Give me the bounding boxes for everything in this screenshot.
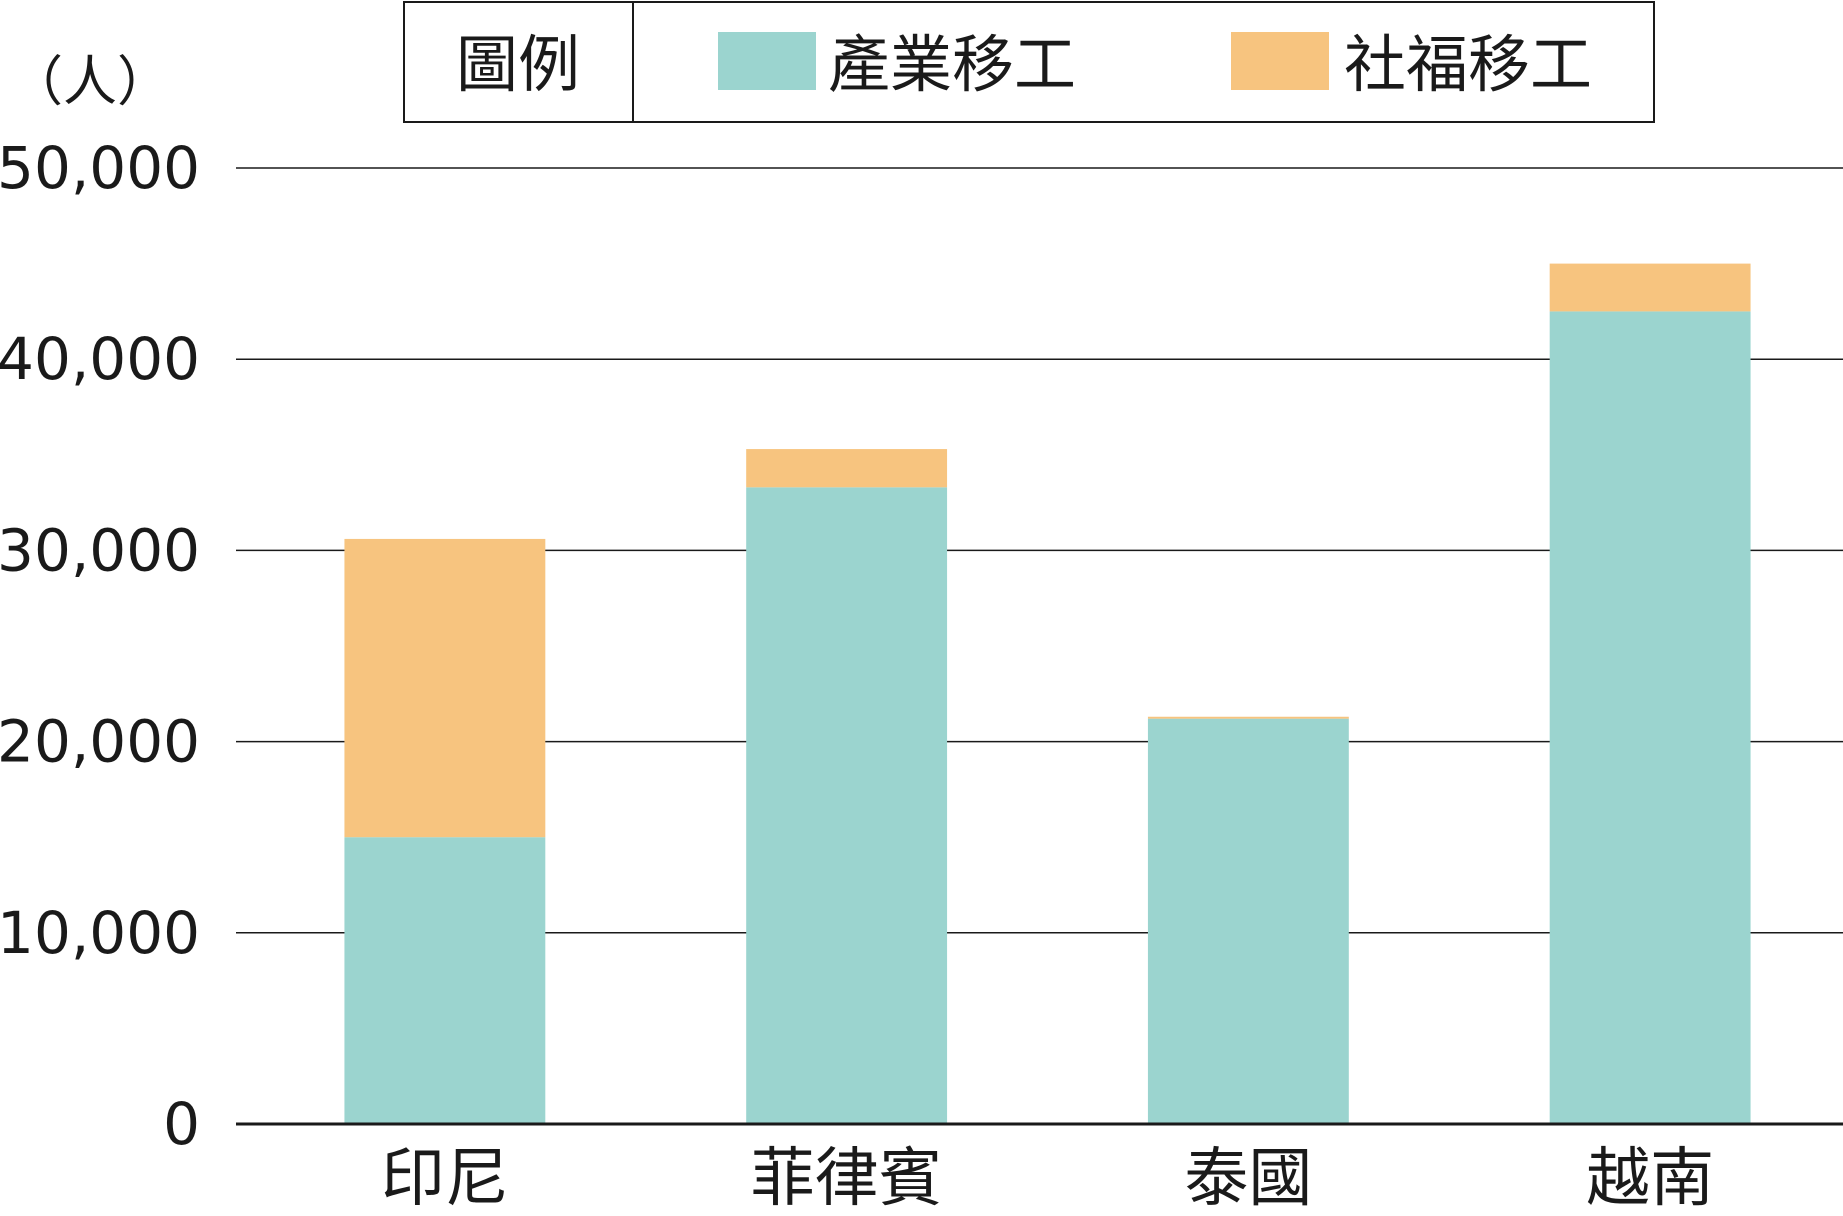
bars	[344, 263, 1751, 1125]
legend-swatch-industrial	[718, 32, 816, 90]
legend-label-social-welfare: 社福移工	[1344, 28, 1592, 101]
y-tick-label: 20,000	[0, 708, 200, 776]
x-tick-label: 印尼	[381, 1142, 509, 1212]
bar-social-welfare	[1549, 263, 1751, 312]
legend-title: 圖例	[456, 28, 580, 101]
y-tick-label: 0	[163, 1090, 200, 1158]
y-axis-label: （人）	[9, 50, 171, 113]
legend-label-industrial: 產業移工	[828, 28, 1076, 101]
legend-box	[403, 1, 1655, 123]
y-tick-label: 50,000	[0, 134, 200, 202]
y-tick-label: 40,000	[0, 325, 200, 393]
x-tick-label: 越南	[1586, 1142, 1714, 1212]
bar-industrial	[1147, 718, 1349, 1124]
bar-industrial	[344, 837, 546, 1124]
bar-social-welfare	[1147, 716, 1349, 719]
bar-industrial	[746, 487, 948, 1125]
bar-industrial	[1549, 311, 1751, 1124]
y-tick-label: 10,000	[0, 899, 200, 967]
y-tick-label: 30,000	[0, 516, 200, 584]
y-tick-labels: 0 10,000 20,000 30,000 40,000 50,000	[0, 134, 200, 1158]
bar-social-welfare	[344, 538, 546, 838]
bar-social-welfare	[746, 449, 948, 488]
x-tick-label: 泰國	[1184, 1142, 1312, 1212]
x-tick-label: 菲律賓	[751, 1142, 943, 1212]
legend: 圖例 產業移工 社福移工	[403, 1, 1655, 123]
legend-swatch-social-welfare	[1231, 32, 1329, 90]
x-tick-labels: 印尼 菲律賓 泰國 越南	[381, 1142, 1714, 1216]
